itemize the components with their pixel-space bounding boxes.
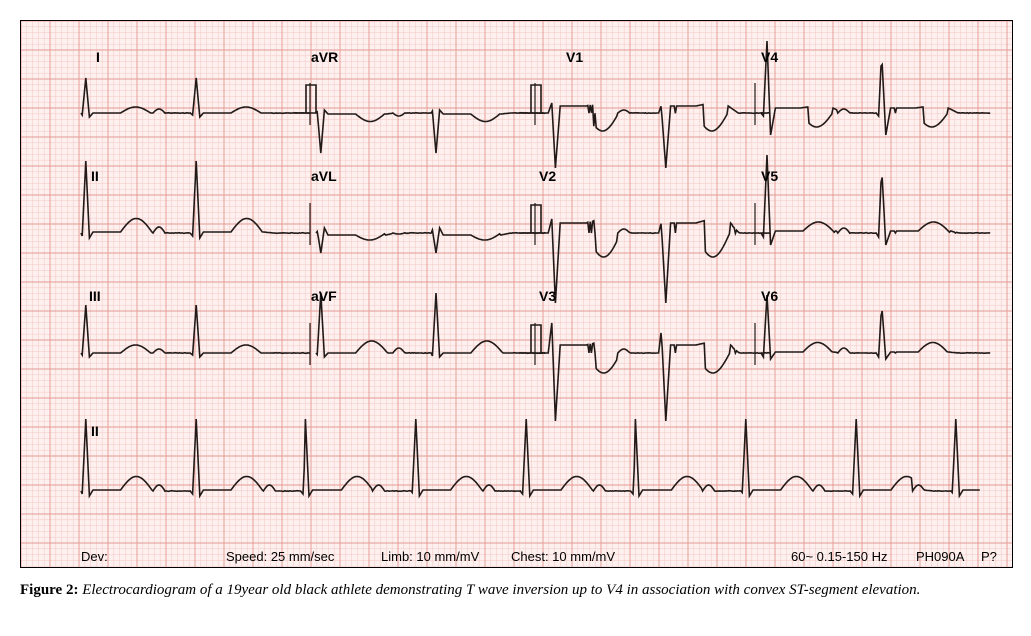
ecg-footer-chest: Chest: 10 mm/mV — [511, 549, 615, 564]
lead-label-v3: V3 — [539, 288, 556, 304]
ecg-footer-limb: Limb: 10 mm/mV — [381, 549, 479, 564]
ecg-footer-dev: Dev: — [81, 549, 108, 564]
ecg-footer-p: P? — [981, 549, 997, 564]
lead-label-avf: aVF — [311, 288, 337, 304]
lead-label-v1: V1 — [566, 49, 583, 65]
lead-label-ii: II — [91, 423, 99, 439]
lead-label-ii: II — [91, 168, 99, 184]
lead-label-iii: III — [89, 288, 101, 304]
figure-label: Figure 2: — [20, 582, 78, 598]
lead-label-i: I — [96, 49, 100, 65]
lead-label-v5: V5 — [761, 168, 778, 184]
lead-label-avr: aVR — [311, 49, 338, 65]
ecg-traces — [21, 21, 1012, 567]
ecg-footer-model: PH090A — [916, 549, 964, 564]
lead-label-v6: V6 — [761, 288, 778, 304]
lead-label-v4: V4 — [761, 49, 778, 65]
lead-label-v2: V2 — [539, 168, 556, 184]
figure-caption: Figure 2: Electrocardiogram of a 19year … — [20, 580, 1011, 601]
ecg-footer-filter: 60~ 0.15-150 Hz — [791, 549, 887, 564]
lead-label-avl: aVL — [311, 168, 337, 184]
ecg-footer-speed: Speed: 25 mm/sec — [226, 549, 334, 564]
figure-container: IaVR V1 V4 II aVL V2 V5 III aVF V3 V6 II Dev: Speed: … — [20, 20, 1011, 601]
ecg-strip: IaVR V1 V4 II aVL V2 V5 III aVF V3 V6 II Dev: Speed: … — [20, 20, 1013, 568]
figure-text: Electrocardiogram of a 19year old black … — [82, 582, 920, 598]
